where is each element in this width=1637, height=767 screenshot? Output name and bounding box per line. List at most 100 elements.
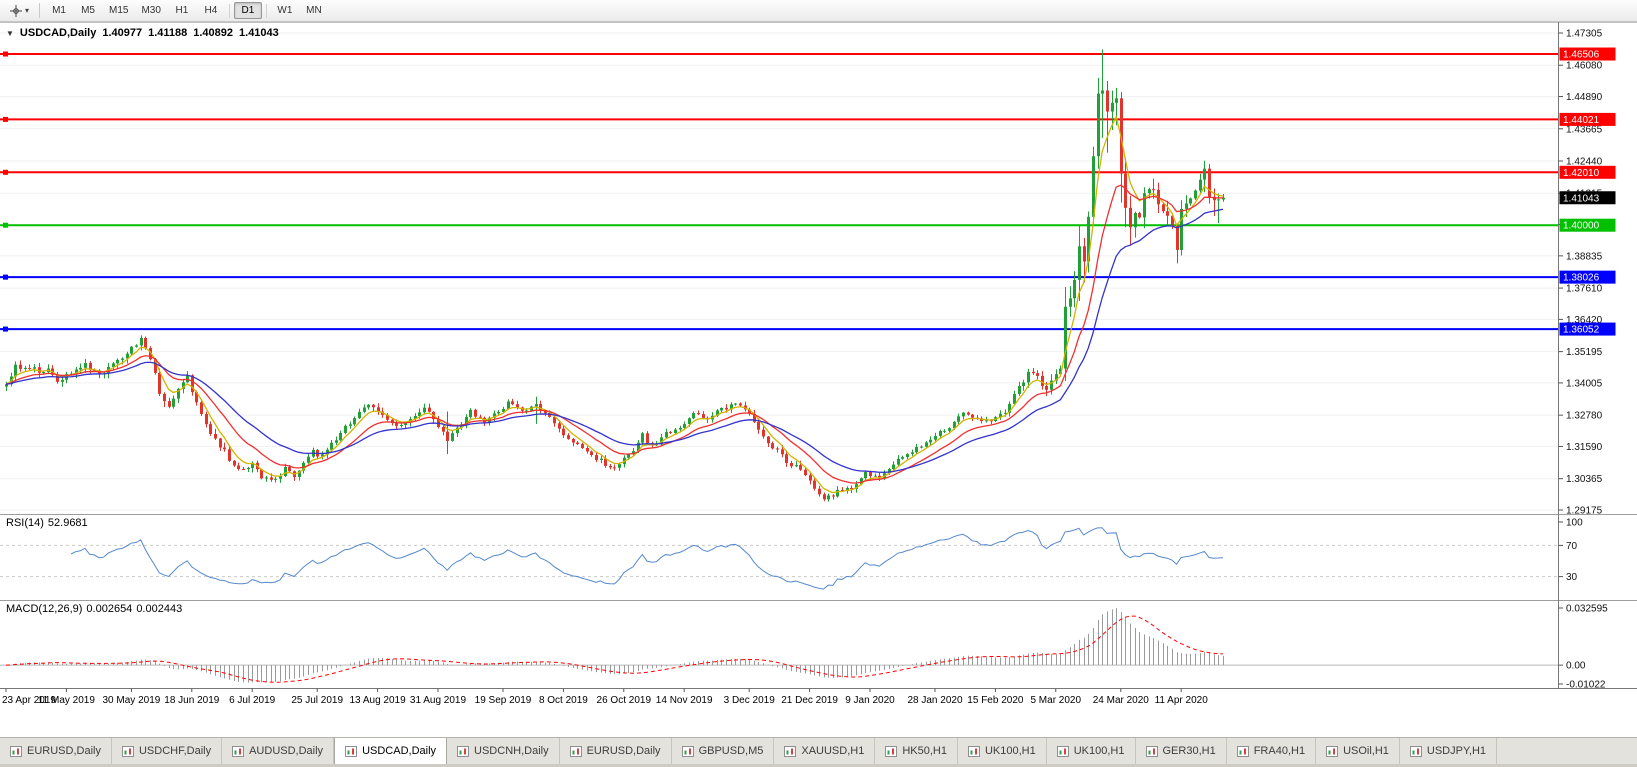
chart-canvas[interactable]: 1.473051.460801.448901.436651.424401.412… <box>0 22 1637 722</box>
date-axis-label: 5 Mar 2020 <box>1030 695 1081 706</box>
chart-tab-UK100,H1[interactable]: UK100,H1 <box>1047 738 1136 764</box>
timeframe-button-H4[interactable]: H4 <box>204 5 218 16</box>
price-axis-tick: 1.46080 <box>1566 61 1603 72</box>
date-axis-label: 13 Aug 2019 <box>350 695 407 706</box>
price-axis[interactable]: 1.473051.460801.448901.436651.424401.412… <box>1558 29 1616 691</box>
line-handle[interactable] <box>3 326 8 332</box>
timeframe-button-W1[interactable]: W1 <box>277 5 293 16</box>
chart-tab-HK50,H1[interactable]: HK50,H1 <box>875 738 958 764</box>
line-handle[interactable] <box>3 51 8 57</box>
chart-tab-icon <box>681 745 694 757</box>
toolbar-separator <box>228 3 230 18</box>
chart-tab-icon <box>345 745 358 757</box>
chart-tab-GER30,H1[interactable]: GER30,H1 <box>1136 738 1227 764</box>
price-axis-tick: 1.35195 <box>1566 347 1603 358</box>
date-axis-label: 24 Mar 2020 <box>1093 695 1150 706</box>
chart-tab-icon <box>1409 745 1422 757</box>
rsi-axis-label: 30 <box>1566 572 1578 583</box>
current-price-tag <box>1559 191 1616 205</box>
chart-window: 1.473051.460801.448901.436651.424401.412… <box>0 22 1637 737</box>
date-axis-label: 26 Oct 2019 <box>597 695 652 706</box>
dropdown-caret-icon: ▾ <box>25 5 30 15</box>
chart-tab-FRA40,H1[interactable]: FRA40,H1 <box>1227 738 1317 764</box>
horizontal-lines <box>0 51 1558 332</box>
chart-tab-label: EURUSD,Daily <box>27 745 101 757</box>
chart-tab-label: GER30,H1 <box>1162 745 1216 757</box>
date-axis-label: 21 Dec 2019 <box>781 695 838 706</box>
ohlc-collapse-arrow[interactable]: ▼ <box>6 28 14 38</box>
macd-histogram <box>11 608 1224 683</box>
hline-price-tag-label: 1.36052 <box>1563 325 1600 336</box>
chart-tab-UK100,H1[interactable]: UK100,H1 <box>958 738 1047 764</box>
timeframe-button-H1[interactable]: H1 <box>175 5 189 16</box>
line-handle[interactable] <box>3 116 8 122</box>
moving-average-5 <box>5 115 1224 494</box>
price-axis-tick: 1.29175 <box>1566 506 1603 517</box>
date-axis-label: 6 Jul 2019 <box>229 695 276 706</box>
chart-tab-USDCHF,Daily[interactable]: USDCHF,Daily <box>112 738 223 764</box>
chart-tab-icon <box>1056 745 1069 757</box>
chart-tab-EURUSD,Daily[interactable]: EURUSD,Daily <box>560 738 672 764</box>
chart-tab-label: USDCAD,Daily <box>362 745 437 757</box>
chart-tab-GBPUSD,M5[interactable]: GBPUSD,M5 <box>672 738 775 764</box>
timeframe-button-M5[interactable]: M5 <box>81 5 95 16</box>
price-axis-tick: 1.31590 <box>1566 442 1603 453</box>
date-axis-label: 14 Nov 2019 <box>656 695 713 706</box>
date-axis-label: 30 May 2019 <box>103 695 161 706</box>
timeframe-button-D1[interactable]: D1 <box>233 2 262 19</box>
chart-tab-label: GBPUSD,M5 <box>698 745 764 757</box>
hline-price-tag <box>1559 218 1616 232</box>
price-axis-tick: 1.34005 <box>1566 378 1603 389</box>
chart-tab-USDCNH,Daily[interactable]: USDCNH,Daily <box>447 738 560 764</box>
chart-tab-EURUSD,Daily[interactable]: EURUSD,Daily <box>0 738 112 764</box>
macd-axis-label: -0.01022 <box>1566 680 1606 691</box>
toolbar-separator <box>39 3 41 18</box>
line-handle[interactable] <box>3 222 8 228</box>
chart-tab-icon <box>121 745 134 757</box>
date-axis-label: 18 Jun 2019 <box>164 695 219 706</box>
price-axis-tick: 1.47305 <box>1566 29 1603 40</box>
date-axis-label: 8 Oct 2019 <box>539 695 588 706</box>
chart-tab-icon <box>569 745 582 757</box>
chart-tab-USOil,H1[interactable]: USOil,H1 <box>1316 738 1400 764</box>
chart-tab-icon <box>967 745 980 757</box>
chart-tab-USDJPY,H1[interactable]: USDJPY,H1 <box>1400 738 1498 764</box>
timeframe-button-M30[interactable]: M30 <box>141 5 161 16</box>
chart-tab-AUDUSD,Daily[interactable]: AUDUSD,Daily <box>222 738 335 764</box>
chart-tab-label: EURUSD,Daily <box>586 745 661 757</box>
current-price-tag-label: 1.41043 <box>1563 193 1600 204</box>
price-axis-tick: 1.36420 <box>1566 315 1603 326</box>
chart-tab-XAUUSD,H1[interactable]: XAUUSD,H1 <box>774 738 876 764</box>
macd-axis-label: 0.00 <box>1566 661 1586 672</box>
rsi-axis-label: 100 <box>1566 518 1583 529</box>
price-axis-tick: 1.44890 <box>1566 92 1603 103</box>
macd-axis-label: 0.032595 <box>1566 604 1608 615</box>
rsi-line <box>70 527 1224 590</box>
hline-price-tag-label: 1.46506 <box>1563 50 1600 61</box>
date-axis-label: 15 Feb 2020 <box>967 695 1024 706</box>
line-handle[interactable] <box>3 274 8 280</box>
crosshair-icon <box>10 4 22 17</box>
timeframe-button-MN[interactable]: MN <box>306 5 322 16</box>
price-axis-tick: 1.30365 <box>1566 474 1603 485</box>
date-axis-label: 11 Apr 2020 <box>1155 695 1209 706</box>
window-bottom-strip <box>0 764 1637 767</box>
price-axis-tick: 1.43665 <box>1566 124 1603 135</box>
date-axis-label: 31 Aug 2019 <box>410 695 467 706</box>
date-axis-label: 25 Jul 2019 <box>291 695 343 706</box>
timeframe-group: M1 M5 M15 M30 H1 H4 D1 W1 MN <box>45 2 328 19</box>
price-axis-tick: 1.37610 <box>1566 284 1603 295</box>
price-axis-tick: 1.32780 <box>1566 411 1603 422</box>
rsi-axis-label: 70 <box>1566 541 1578 552</box>
hline-price-tag <box>1559 322 1616 336</box>
chart-tab-label: USDCHF,Daily <box>138 745 212 757</box>
cursor-tool-button[interactable]: ▾ <box>4 2 34 20</box>
date-axis-label: 28 Jan 2020 <box>907 695 962 706</box>
timeframe-button-M1[interactable]: M1 <box>52 5 66 16</box>
chart-tab-USDCAD,Daily[interactable]: USDCAD,Daily <box>334 738 448 764</box>
timeframe-button-M15[interactable]: M15 <box>109 5 129 16</box>
hline-price-tag-label: 1.40000 <box>1563 221 1600 232</box>
line-handle[interactable] <box>3 169 8 175</box>
chart-tab-label: UK100,H1 <box>984 745 1036 757</box>
